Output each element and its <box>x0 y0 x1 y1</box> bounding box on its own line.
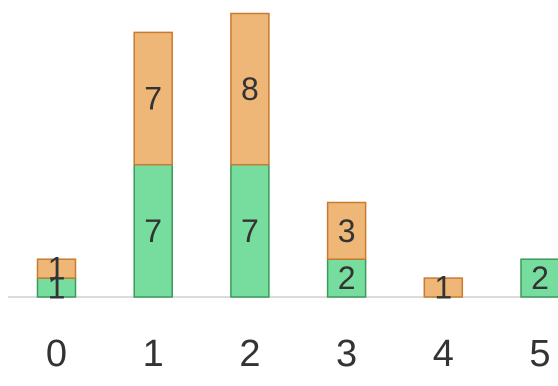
data-label-series-1-cat-1: 7 <box>144 81 162 117</box>
x-tick-labels-group: 0 1 2 3 4 5 <box>46 333 551 375</box>
data-label-series-1-cat-4: 1 <box>434 270 452 306</box>
x-tick-label-1: 1 <box>143 333 164 375</box>
bar-series-1-cat-1 <box>133 31 173 166</box>
data-label-series-0-cat-3: 2 <box>338 260 356 296</box>
data-label-series-1-cat-0: 1 <box>48 251 66 287</box>
x-tick-label-4: 4 <box>433 333 454 375</box>
x-tick-label-5: 5 <box>529 333 550 375</box>
bar-series-0-cat-2 <box>230 163 270 298</box>
bar-series-1-cat-2 <box>230 12 270 166</box>
data-label-series-0-cat-5: 2 <box>531 260 549 296</box>
bar-series-0-cat-3 <box>326 258 367 298</box>
bar-series-0-cat-1 <box>133 163 173 298</box>
data-label-series-0-cat-0: 1 <box>48 270 66 306</box>
data-label-series-1-cat-2: 8 <box>241 71 259 107</box>
x-tick-label-0: 0 <box>46 333 67 375</box>
data-label-series-1-cat-3: 3 <box>338 213 356 249</box>
x-tick-label-2: 2 <box>239 333 260 375</box>
x-tick-label-3: 3 <box>336 333 357 375</box>
data-label-series-0-cat-2: 7 <box>241 213 259 249</box>
bar-series-1-cat-4 <box>423 277 464 298</box>
data-label-series-0-cat-1: 7 <box>144 213 162 249</box>
bar-series-1-cat-0 <box>36 258 77 279</box>
bar-series-1-cat-3 <box>326 201 367 260</box>
bars-group <box>36 12 558 298</box>
bar-series-0-cat-5 <box>520 258 558 298</box>
